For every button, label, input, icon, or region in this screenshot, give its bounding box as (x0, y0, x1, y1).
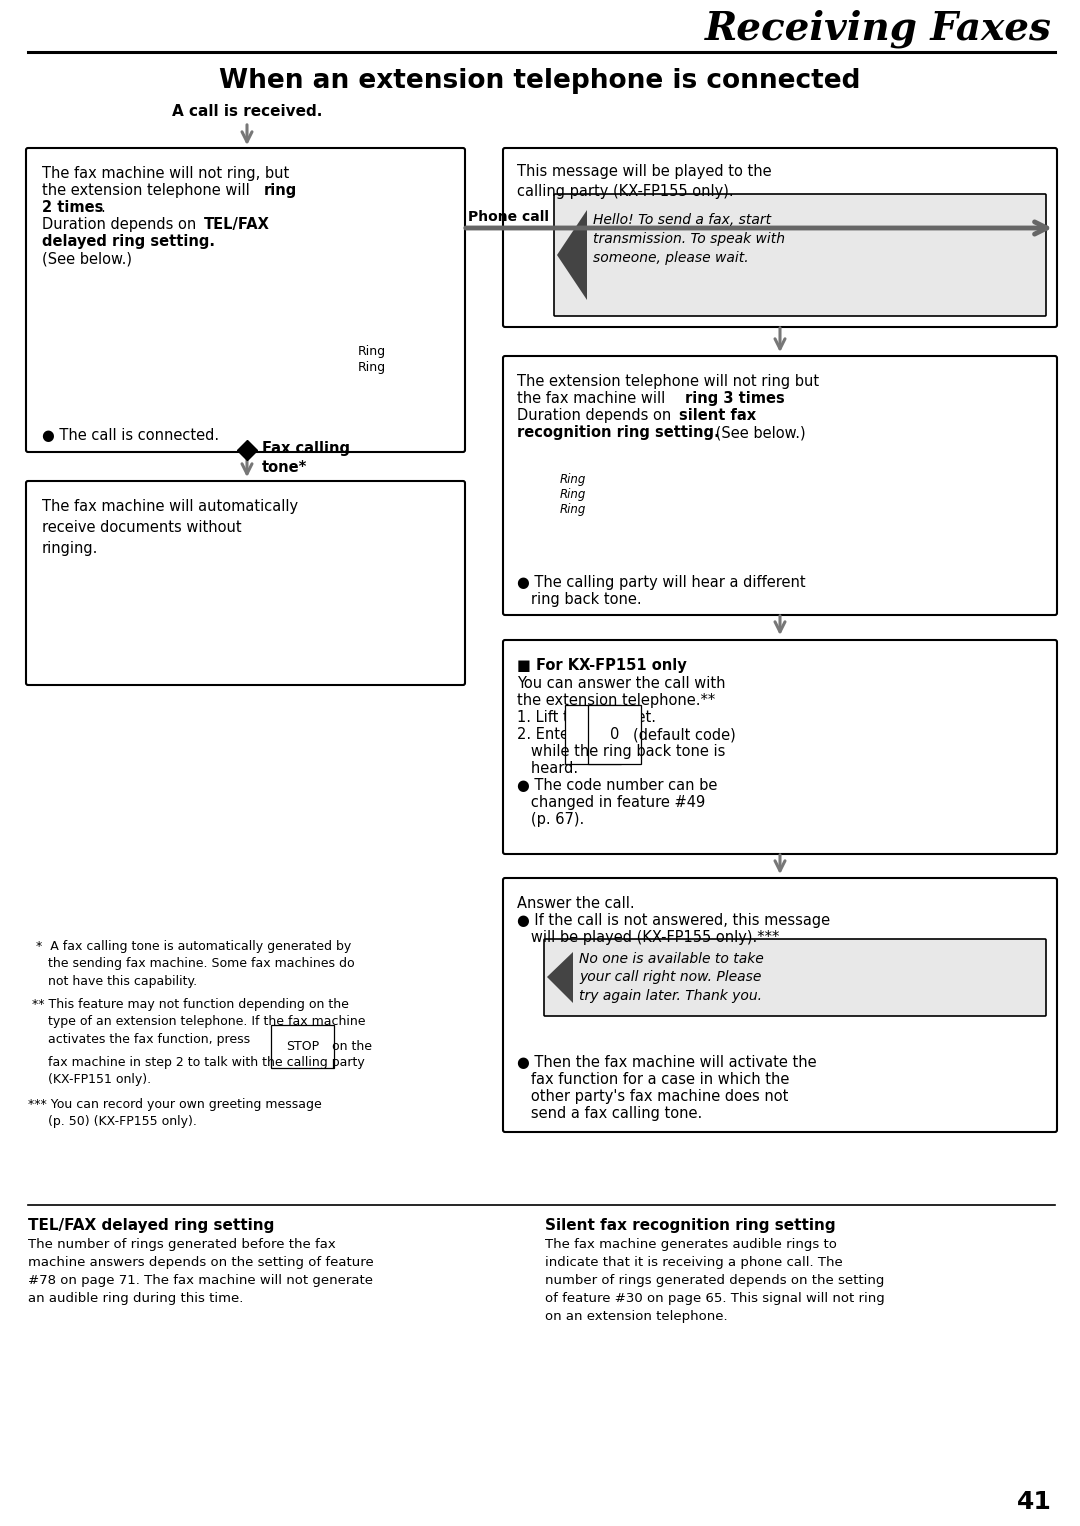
Text: 2 times: 2 times (42, 200, 104, 215)
Text: The number of rings generated before the fax
machine answers depends on the sett: The number of rings generated before the… (28, 1238, 374, 1305)
Text: *  A fax calling tone is automatically generated by
     the sending fax machine: * A fax calling tone is automatically ge… (28, 940, 354, 987)
Text: No one is available to take
your call right now. Please
try again later. Thank y: No one is available to take your call ri… (579, 952, 764, 1003)
Text: while the ring back tone is: while the ring back tone is (517, 745, 726, 758)
Polygon shape (557, 211, 588, 301)
FancyBboxPatch shape (554, 194, 1047, 316)
Text: the extension telephone will: the extension telephone will (42, 183, 255, 198)
Text: Phone call: Phone call (468, 211, 549, 224)
Text: The fax machine will not ring, but: The fax machine will not ring, but (42, 166, 289, 182)
Text: ● The call is connected.: ● The call is connected. (42, 427, 219, 443)
Text: When an extension telephone is connected: When an extension telephone is connected (219, 69, 861, 95)
Text: ring 3 times: ring 3 times (685, 391, 785, 406)
Text: A call is received.: A call is received. (172, 104, 322, 119)
FancyBboxPatch shape (503, 356, 1057, 615)
Text: This message will be played to the
calling party (KX-FP155 only).: This message will be played to the calli… (517, 163, 771, 200)
Text: ● If the call is not answered, this message: ● If the call is not answered, this mess… (517, 913, 831, 928)
Text: ● Then the fax machine will activate the: ● Then the fax machine will activate the (517, 1054, 816, 1070)
Text: Duration depends on: Duration depends on (517, 407, 676, 423)
Text: (See below.): (See below.) (711, 426, 806, 439)
Text: ** This feature may not function depending on the
     type of an extension tele: ** This feature may not function dependi… (28, 998, 365, 1045)
Text: 41: 41 (1017, 1489, 1052, 1514)
Text: 0: 0 (610, 726, 619, 742)
Text: changed in feature #49: changed in feature #49 (517, 795, 705, 810)
Text: 1. Lift the handset.: 1. Lift the handset. (517, 710, 656, 725)
FancyBboxPatch shape (26, 148, 465, 452)
Text: Hello! To send a fax, start
transmission. To speak with
someone, please wait.: Hello! To send a fax, start transmission… (593, 214, 785, 266)
FancyBboxPatch shape (503, 639, 1057, 855)
Text: 2. Enter: 2. Enter (517, 726, 580, 742)
Text: TEL/FAX: TEL/FAX (204, 217, 270, 232)
Text: ring back tone.: ring back tone. (517, 592, 642, 607)
Text: Ring
Ring: Ring Ring (357, 345, 387, 374)
Text: (p. 67).: (p. 67). (517, 812, 584, 827)
Text: Receiving Faxes: Receiving Faxes (705, 11, 1052, 49)
Text: ● The code number can be: ● The code number can be (517, 778, 717, 794)
Text: the extension telephone.**: the extension telephone.** (517, 693, 715, 708)
Text: heard.: heard. (517, 761, 578, 777)
FancyBboxPatch shape (503, 148, 1057, 327)
Text: (default code): (default code) (633, 726, 735, 742)
Text: (See below.): (See below.) (42, 250, 132, 266)
Text: other party's fax machine does not: other party's fax machine does not (517, 1090, 788, 1103)
Text: *** You can record your own greeting message
     (p. 50) (KX-FP155 only).: *** You can record your own greeting mes… (28, 1099, 322, 1129)
Polygon shape (546, 952, 573, 1003)
Text: Duration depends on: Duration depends on (42, 217, 201, 232)
Text: fax machine in step 2 to talk with the calling party
     (KX-FP151 only).: fax machine in step 2 to talk with the c… (28, 1056, 365, 1087)
Text: fax function for a case in which the: fax function for a case in which the (517, 1071, 789, 1087)
Text: .: . (100, 200, 105, 215)
Text: send a fax calling tone.: send a fax calling tone. (517, 1106, 702, 1122)
Text: delayed ring setting.: delayed ring setting. (42, 233, 215, 249)
Text: The fax machine generates audible rings to
indicate that it is receiving a phone: The fax machine generates audible rings … (545, 1238, 885, 1323)
Text: ∗: ∗ (588, 726, 599, 742)
Text: silent fax: silent fax (679, 407, 756, 423)
Text: ■ For KX-FP151 only: ■ For KX-FP151 only (517, 658, 687, 673)
Text: ● The calling party will hear a different: ● The calling party will hear a differen… (517, 575, 806, 591)
Text: on the: on the (328, 1041, 372, 1053)
Text: Ring
Ring
Ring: Ring Ring Ring (561, 473, 586, 516)
Text: recognition ring setting.: recognition ring setting. (517, 426, 719, 439)
Text: STOP: STOP (286, 1041, 319, 1053)
Text: will be played (KX-FP155 only).***: will be played (KX-FP155 only).*** (517, 929, 780, 945)
Text: You can answer the call with: You can answer the call with (517, 676, 726, 691)
Text: Answer the call.: Answer the call. (517, 896, 635, 911)
Text: The fax machine will automatically
receive documents without
ringing.: The fax machine will automatically recei… (42, 499, 298, 555)
Text: TEL/FAX delayed ring setting: TEL/FAX delayed ring setting (28, 1218, 274, 1233)
Text: the fax machine will: the fax machine will (517, 391, 670, 406)
FancyBboxPatch shape (503, 877, 1057, 1132)
FancyBboxPatch shape (26, 481, 465, 685)
FancyBboxPatch shape (544, 938, 1047, 1016)
Text: Silent fax recognition ring setting: Silent fax recognition ring setting (545, 1218, 836, 1233)
Text: The extension telephone will not ring but: The extension telephone will not ring bu… (517, 374, 819, 389)
Text: ring: ring (264, 183, 297, 198)
Text: Fax calling
tone*: Fax calling tone* (262, 441, 350, 475)
